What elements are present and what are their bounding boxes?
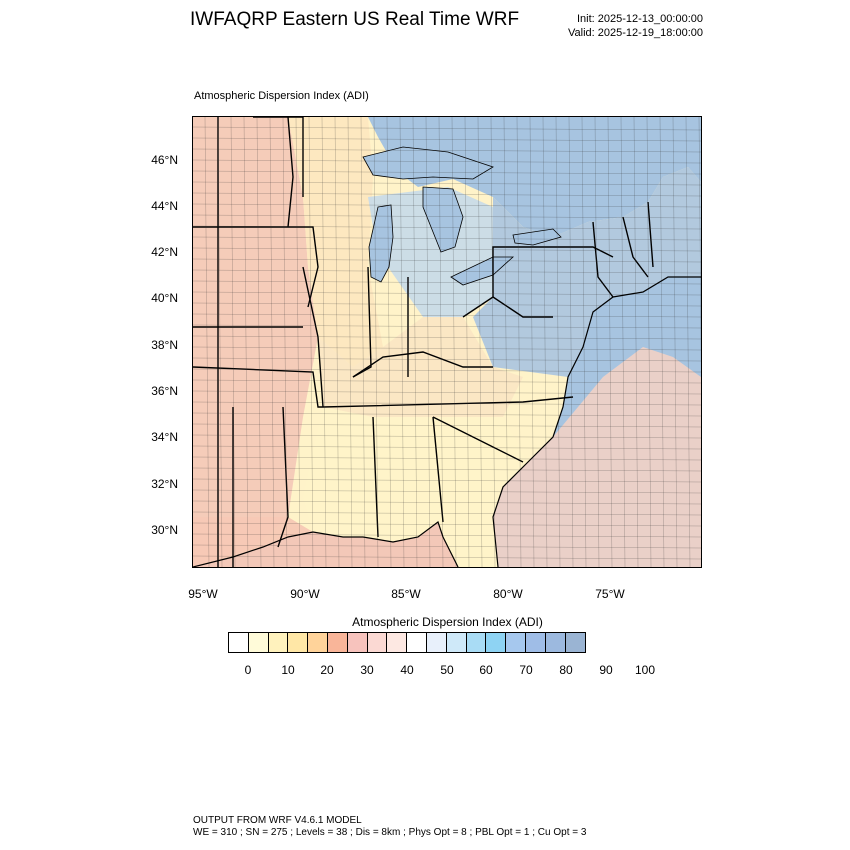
colorbar-swatch xyxy=(486,633,507,652)
colorbar-swatch xyxy=(446,633,467,652)
lat-tick-42: 42°N xyxy=(151,245,178,259)
lon-tick-80: 80°W xyxy=(493,587,523,601)
colorbar-swatch xyxy=(248,633,269,652)
init-time: Init: 2025-12-13_00:00:00 xyxy=(577,13,703,25)
lon-tick-75: 75°W xyxy=(595,587,625,601)
lat-tick-46: 46°N xyxy=(151,153,178,167)
colorbar-swatch xyxy=(506,633,526,652)
colorbar-label: 70 xyxy=(519,663,533,677)
colorbar-label: 10 xyxy=(281,663,295,677)
map-canvas xyxy=(193,117,701,567)
valid-time: Valid: 2025-12-19_18:00:00 xyxy=(568,27,703,39)
region-atlantic-plume xyxy=(493,347,701,567)
lat-tick-44: 44°N xyxy=(151,199,178,213)
lat-tick-38: 38°N xyxy=(151,338,178,352)
colorbar-label: 90 xyxy=(599,663,613,677)
colorbar-swatch xyxy=(367,633,388,652)
colorbar-label: 30 xyxy=(360,663,374,677)
colorbar-swatch xyxy=(426,633,447,652)
lat-tick-30: 30°N xyxy=(151,523,178,537)
county-grid-lines xyxy=(193,117,701,567)
colorbar-label: 100 xyxy=(634,663,656,677)
lat-tick-36: 36°N xyxy=(151,384,178,398)
region-gulf-coast xyxy=(193,517,458,567)
lat-tick-40: 40°N xyxy=(151,291,178,305)
colorbar-swatch xyxy=(407,633,427,652)
colorbar xyxy=(228,632,587,653)
colorbar-swatch xyxy=(229,633,249,652)
colorbar-swatch xyxy=(387,633,408,652)
lat-tick-32: 32°N xyxy=(151,477,178,491)
lon-tick-85: 85°W xyxy=(391,587,421,601)
colorbar-label: 40 xyxy=(400,663,414,677)
colorbar-swatch xyxy=(466,633,487,652)
colorbar-swatch xyxy=(565,633,586,652)
colorbar-swatch xyxy=(525,633,546,652)
page-title: IWFAQRP Eastern US Real Time WRF xyxy=(190,9,520,30)
colorbar-label: 0 xyxy=(244,663,252,677)
colorbar-label: 60 xyxy=(479,663,493,677)
colorbar-title: Atmospheric Dispersion Index (ADI) xyxy=(352,615,543,629)
colorbar-swatch xyxy=(327,633,348,652)
region-west-plains xyxy=(193,117,318,567)
colorbar-swatch xyxy=(347,633,368,652)
plot-title: Atmospheric Dispersion Index (ADI) xyxy=(194,90,369,102)
region-upper-midwest xyxy=(288,117,383,367)
colorbar-swatch xyxy=(268,633,289,652)
lon-tick-90: 90°W xyxy=(290,587,320,601)
footer-settings: WE = 310 ; SN = 275 ; Levels = 38 ; Dis … xyxy=(193,827,587,838)
colorbar-label: 50 xyxy=(440,663,454,677)
lat-tick-34: 34°N xyxy=(151,430,178,444)
colorbar-label: 80 xyxy=(559,663,573,677)
lake-ontario xyxy=(512,228,562,246)
map-panel[interactable] xyxy=(192,116,702,568)
region-northeast xyxy=(473,167,701,377)
colorbar-swatch xyxy=(288,633,309,652)
lake-superior xyxy=(362,146,494,180)
footer-model: OUTPUT FROM WRF V4.6.1 MODEL xyxy=(193,815,362,826)
state-borders xyxy=(193,117,654,567)
colorbar-swatch xyxy=(545,633,566,652)
colorbar-swatch xyxy=(308,633,328,652)
lon-tick-95: 95°W xyxy=(188,587,218,601)
coastline xyxy=(193,276,701,567)
colorbar-label: 20 xyxy=(320,663,334,677)
county-borders xyxy=(193,117,701,567)
